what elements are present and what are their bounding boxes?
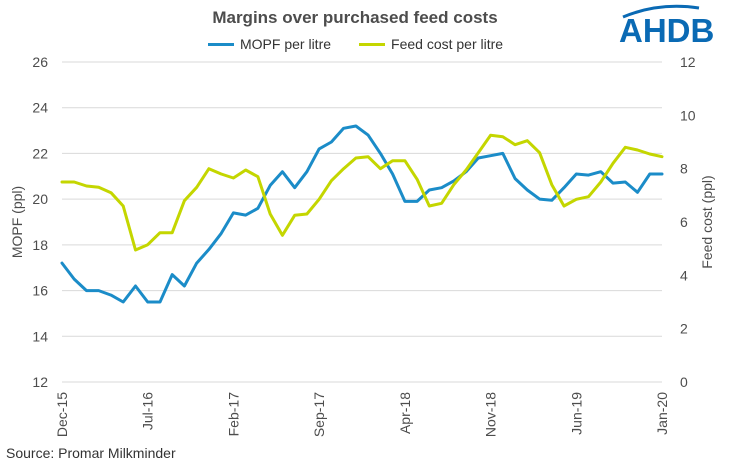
y-left-tick-label: 16 <box>32 283 48 299</box>
y-axis-right-ticks: 0 2 4 6 8 10 12 <box>680 54 696 390</box>
x-tick-label: Apr-18 <box>397 392 413 434</box>
legend-item-feed: Feed cost per litre <box>359 36 503 52</box>
y-right-tick-label: 12 <box>680 54 696 70</box>
y-left-tick-label: 24 <box>32 100 48 116</box>
x-tick-label: Nov-18 <box>483 392 499 437</box>
y-left-tick-label: 22 <box>32 145 48 161</box>
y-axis-right-label: Feed cost (ppl) <box>699 175 715 268</box>
y-left-tick-label: 20 <box>32 191 48 207</box>
y-left-tick-label: 18 <box>32 237 48 253</box>
legend-label-feed: Feed cost per litre <box>391 36 504 52</box>
y-left-tick-label: 14 <box>32 328 48 344</box>
source-note: Source: Promar Milkminder <box>6 445 176 461</box>
legend: MOPF per litre Feed cost per litre <box>208 36 503 52</box>
logo-swoosh <box>622 4 700 19</box>
y-right-tick-label: 2 <box>680 321 688 337</box>
logo-wordmark: AHDB <box>619 12 714 46</box>
y-right-tick-label: 6 <box>680 214 688 230</box>
y-left-tick-label: 26 <box>32 54 48 70</box>
x-axis-ticks: Dec-15 Jul-16 Feb-17 Sep-17 Apr-18 Nov-18 Jun-… <box>54 392 670 437</box>
chart-title: Margins over purchased feed costs <box>212 8 498 27</box>
legend-item-mopf: MOPF per litre <box>208 36 331 52</box>
y-axis-left-label: MOPF (ppl) <box>9 186 25 258</box>
gridlines <box>62 61 662 383</box>
x-tick-label: Sep-17 <box>311 392 327 437</box>
series-lines <box>60 124 664 304</box>
y-right-tick-label: 8 <box>680 161 688 177</box>
legend-label-mopf: MOPF per litre <box>240 36 332 52</box>
y-right-tick-label: 4 <box>680 267 688 283</box>
x-tick-label: Jul-16 <box>140 392 156 430</box>
x-tick-label: Dec-15 <box>54 392 70 437</box>
legend-swatch-feed <box>359 42 386 46</box>
y-right-tick-label: 10 <box>680 107 696 123</box>
x-tick-label: Jun-19 <box>568 392 584 435</box>
ahdb-logo: AHDB <box>619 4 714 46</box>
x-tick-label: Jan-20 <box>654 392 670 435</box>
series-line-mopf <box>60 124 664 304</box>
y-right-tick-label: 0 <box>680 374 688 390</box>
y-axis-left-ticks: 12 14 16 18 20 22 24 26 <box>32 54 48 390</box>
legend-swatch-mopf <box>208 42 234 46</box>
x-tick-label: Feb-17 <box>225 392 241 437</box>
series-line-feed-cost <box>60 133 664 252</box>
y-left-tick-label: 12 <box>32 374 48 390</box>
